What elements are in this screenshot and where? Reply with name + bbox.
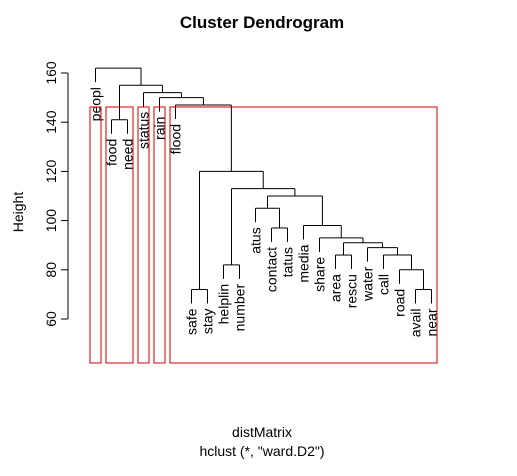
- leaf-label: flood: [168, 124, 184, 154]
- cluster-rect: [169, 106, 438, 364]
- leaf-label: peopl: [88, 87, 104, 121]
- y-axis-label: Height: [10, 192, 26, 233]
- leaf-label: tatus: [280, 247, 296, 277]
- y-tick-label: 160: [43, 61, 59, 85]
- cluster-rect: [153, 106, 166, 364]
- leaf-label: media: [296, 244, 312, 282]
- leaf-label: rescu: [344, 274, 360, 308]
- leaf-label: food: [104, 139, 120, 166]
- leaf-label: avail: [408, 308, 424, 337]
- leaf-label: area: [328, 274, 344, 302]
- leaf-label: rain: [152, 117, 168, 140]
- cluster-rect: [89, 106, 102, 364]
- leaf-label: need: [120, 139, 136, 170]
- y-tick-label: 120: [43, 160, 59, 184]
- leaf-label: near: [424, 308, 440, 336]
- leaf-label: call: [376, 274, 392, 295]
- cluster-boxes: [89, 106, 438, 364]
- y-tick-label: 100: [43, 209, 59, 233]
- leaf-label: safe: [184, 308, 200, 335]
- cluster-rect: [105, 106, 134, 364]
- dendrogram-tree: [95, 67, 432, 304]
- leaf-label: share: [312, 257, 328, 292]
- chart-title: Cluster Dendrogram: [180, 13, 344, 32]
- leaf-label: helplin: [216, 284, 232, 324]
- y-tick-label: 140: [43, 110, 59, 134]
- x-axis-subtitle: hclust (*, "ward.D2"): [199, 443, 324, 459]
- y-tick-label: 80: [43, 262, 59, 278]
- cluster-rect: [137, 106, 150, 364]
- leaf-label: water: [360, 266, 376, 302]
- y-axis: 60 80 100 120 140 160: [43, 61, 69, 327]
- leaf-label: status: [136, 112, 152, 149]
- leaf-label: road: [392, 289, 408, 317]
- leaf-label: stay: [200, 308, 216, 334]
- leaf-label: contact: [264, 247, 280, 292]
- leaf-label: atus: [248, 227, 264, 253]
- y-tick-label: 60: [43, 311, 59, 327]
- leaf-label: number: [232, 284, 248, 332]
- x-axis-label: distMatrix: [232, 424, 292, 440]
